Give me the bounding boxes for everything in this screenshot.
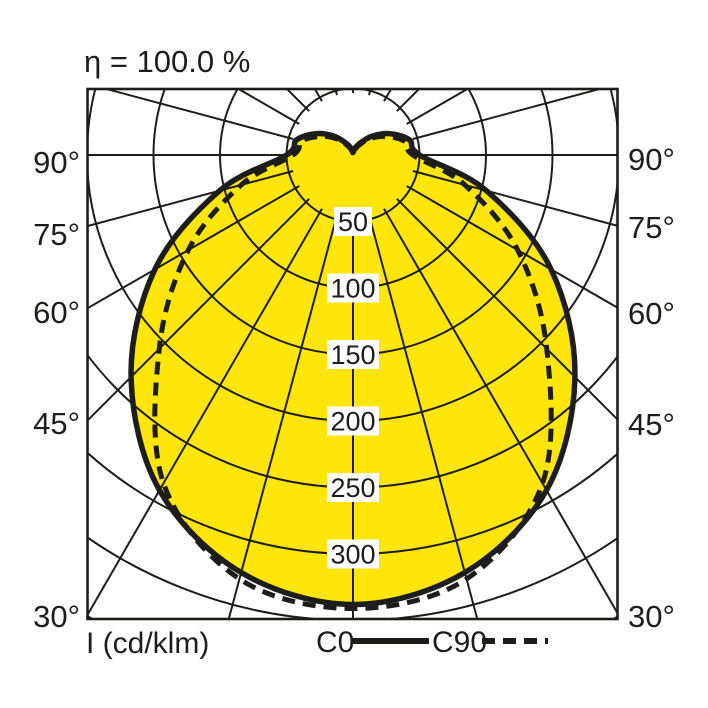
angle-label-right-45: 45° xyxy=(628,407,675,442)
angle-grid-ray xyxy=(396,198,618,421)
angle-label-right-60: 60° xyxy=(628,296,675,331)
angle-grid-ray xyxy=(383,208,618,616)
c0-curve xyxy=(128,130,578,608)
angle-grid-ray xyxy=(368,89,372,96)
plot-frame xyxy=(86,87,619,621)
tick-value: 150 xyxy=(330,340,375,370)
angle-label-left-75: 75° xyxy=(33,217,80,252)
tick-value: 50 xyxy=(338,207,368,237)
angle-grid-ray xyxy=(87,170,294,228)
tick-box xyxy=(327,539,379,569)
legend-c0-label: C0 xyxy=(316,626,355,659)
angle-grid-ray xyxy=(87,208,323,617)
angle-label-left-60: 60° xyxy=(33,295,80,330)
tick-box xyxy=(327,340,379,369)
angle-label-right-30: 30° xyxy=(628,599,675,634)
tick-box xyxy=(327,406,379,436)
angle-grid-ray xyxy=(406,185,618,309)
legend-c90-label: C90 xyxy=(432,626,488,659)
c90-curve xyxy=(152,133,554,612)
angle-label-left-30: 30° xyxy=(33,599,80,634)
efficiency-title: η = 100.0 % xyxy=(84,44,251,79)
angle-label-left-90: 90° xyxy=(33,145,80,180)
angle-grid-ray xyxy=(368,214,479,619)
radial-tick-labels: 50 100 150 200 250 300 xyxy=(327,207,379,570)
angle-grid-ray xyxy=(396,89,421,112)
tick-value: 300 xyxy=(330,540,375,570)
angle-grid-ray xyxy=(383,89,393,102)
angle-grid-ray xyxy=(102,89,294,140)
angle-label-right-75: 75° xyxy=(628,210,675,245)
radial-unit-label: I (cd/klm) xyxy=(86,627,210,660)
angle-grid-ray xyxy=(87,185,300,310)
angle-grid-ray xyxy=(412,170,618,227)
angle-grid-ray xyxy=(412,89,604,140)
angle-label-right-90: 90° xyxy=(628,142,675,177)
angle-label-left-45: 45° xyxy=(33,406,80,441)
tick-box xyxy=(334,207,372,236)
angle-grid-ray xyxy=(406,89,470,125)
angle-grid-ray xyxy=(87,198,310,422)
angle-grid-ray xyxy=(227,214,338,619)
tick-box xyxy=(327,473,379,502)
legend-c90-line-sample xyxy=(482,638,548,644)
legend-c0-line-sample xyxy=(352,638,429,644)
tick-value: 100 xyxy=(330,274,375,304)
tick-box xyxy=(327,273,379,303)
tick-value: 200 xyxy=(330,407,375,437)
tick-value: 250 xyxy=(330,473,375,503)
